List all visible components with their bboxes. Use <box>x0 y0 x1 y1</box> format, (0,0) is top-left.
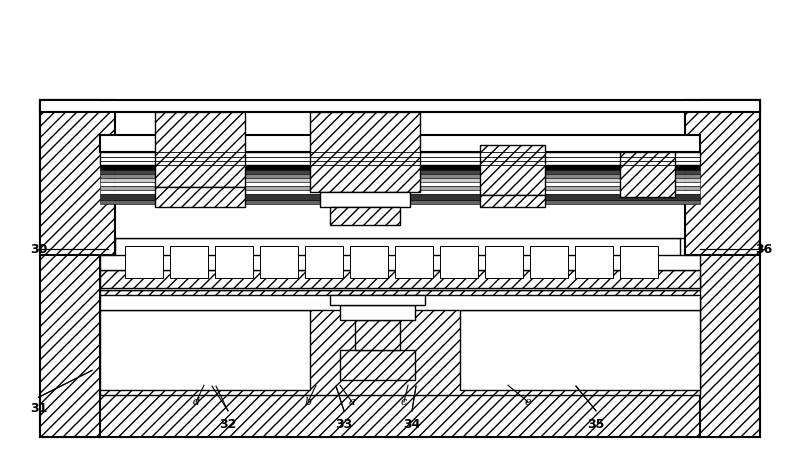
Bar <box>100 295 700 310</box>
Bar <box>170 246 208 278</box>
Text: c: c <box>401 397 407 407</box>
Text: d: d <box>193 397 199 407</box>
Text: 30: 30 <box>30 243 47 255</box>
Bar <box>355 320 400 350</box>
Bar <box>100 255 700 270</box>
Bar <box>480 145 545 195</box>
Text: 34: 34 <box>403 418 421 431</box>
Bar <box>155 112 245 187</box>
Text: 36: 36 <box>755 243 773 255</box>
Bar <box>330 295 425 305</box>
Bar <box>100 165 700 170</box>
Bar <box>395 246 433 278</box>
Bar <box>115 238 680 278</box>
Bar <box>330 207 400 225</box>
Text: 32: 32 <box>219 418 237 431</box>
Bar <box>460 310 700 390</box>
Bar <box>480 195 545 207</box>
Bar <box>340 305 415 320</box>
Bar <box>100 270 700 288</box>
Bar <box>215 246 253 278</box>
Bar <box>485 246 523 278</box>
Bar <box>100 186 700 190</box>
Text: e: e <box>525 397 531 407</box>
Text: 31: 31 <box>30 402 47 415</box>
Bar <box>40 395 760 437</box>
Bar <box>155 187 245 207</box>
Text: b: b <box>305 397 311 407</box>
Bar <box>440 246 478 278</box>
Bar <box>100 194 700 200</box>
Bar <box>100 190 700 194</box>
Text: 33: 33 <box>335 418 353 431</box>
Bar <box>700 100 760 437</box>
Text: 35: 35 <box>587 418 605 431</box>
Bar <box>685 100 760 255</box>
Bar <box>100 200 700 238</box>
Bar <box>350 246 388 278</box>
Bar <box>260 246 298 278</box>
Bar <box>40 100 100 437</box>
Bar <box>100 135 700 152</box>
Bar <box>340 350 415 380</box>
Bar <box>100 174 700 178</box>
Bar <box>575 246 613 278</box>
Bar <box>320 192 410 207</box>
Bar <box>100 278 700 290</box>
Bar <box>100 178 700 182</box>
Bar <box>530 246 568 278</box>
Bar <box>100 170 700 174</box>
Bar <box>40 100 115 255</box>
Text: a: a <box>349 397 355 407</box>
Bar <box>100 200 700 204</box>
Bar <box>310 112 420 192</box>
Bar <box>125 246 163 278</box>
Bar <box>100 290 700 395</box>
Bar <box>100 310 310 390</box>
Bar <box>620 246 658 278</box>
Bar <box>100 182 700 186</box>
Bar <box>40 100 760 112</box>
Bar <box>620 152 675 197</box>
Bar <box>100 152 700 165</box>
Bar <box>305 246 343 278</box>
